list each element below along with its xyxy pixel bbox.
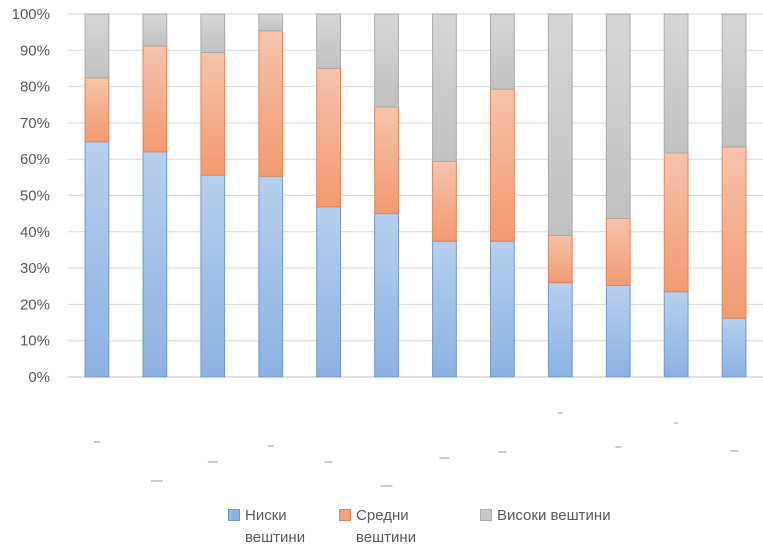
- legend-swatch-low-skills: [228, 509, 240, 521]
- bar-segment-2-7: [432, 160, 457, 242]
- y-tick-label: 60%: [20, 151, 50, 168]
- y-tick-label: 10%: [20, 333, 50, 350]
- legend: Ниски вештини Средни вештини Високи вешт…: [228, 505, 648, 549]
- legend-swatch-high-skills: [480, 509, 492, 521]
- bar-segment-3-11: [663, 13, 689, 154]
- x-tick-marks: [93, 412, 739, 487]
- bar-segment-1-6: [374, 213, 399, 378]
- y-axis: 0% 10% 20% 30% 40% 50% 60% 70% 80% 90% 100%: [12, 6, 50, 386]
- legend-item-mid-skills: Средни вештини: [339, 505, 428, 549]
- bar-segment-2-12: [721, 146, 747, 319]
- bar-segment-3-5: [316, 13, 341, 69]
- bar-segment-2-11: [663, 152, 689, 293]
- gridlines: [68, 13, 763, 378]
- y-tick-label: 50%: [20, 188, 50, 205]
- y-tick-label: 80%: [20, 79, 50, 96]
- bar-segment-1-5: [316, 206, 341, 378]
- bar-segment-1-3: [200, 174, 226, 378]
- bar-segment-1-7: [432, 240, 457, 378]
- bar-segment-3-10: [605, 13, 631, 219]
- y-tick-label: 90%: [20, 42, 50, 59]
- bar-segment-3-4: [258, 13, 284, 32]
- bar-segment-3-7: [432, 13, 457, 162]
- bar-segment-1-10: [605, 285, 631, 378]
- bar-segment-2-4: [258, 30, 284, 177]
- y-tick-label: 0%: [28, 369, 50, 386]
- bar-segment-2-2: [142, 45, 168, 153]
- bar-segment-3-1: [84, 13, 110, 79]
- bar-segment-1-11: [663, 291, 689, 378]
- bar-segment-2-9: [547, 234, 573, 284]
- y-tick-label: 70%: [20, 115, 50, 132]
- bars: [84, 13, 747, 378]
- bar-segment-2-3: [200, 51, 226, 176]
- legend-label-mid-skills: Средни вештини: [356, 507, 417, 546]
- bar-segment-1-12: [721, 317, 747, 378]
- bar-segment-2-1: [84, 77, 110, 143]
- bar-segment-2-8: [490, 88, 515, 242]
- bar-segment-3-12: [721, 13, 747, 148]
- legend-label-low-skills: Ниски вештини: [245, 507, 306, 546]
- bar-segment-3-2: [142, 13, 168, 47]
- bar-segment-2-10: [605, 217, 631, 287]
- bar-segment-3-6: [374, 13, 399, 108]
- bar-segment-1-2: [142, 151, 168, 378]
- bar-segment-1-8: [490, 240, 515, 378]
- legend-swatch-mid-skills: [339, 509, 351, 521]
- y-tick-label: 20%: [20, 296, 50, 313]
- bar-segment-3-9: [547, 13, 573, 236]
- y-tick-label: 40%: [20, 224, 50, 241]
- legend-label-high-skills: Високи вештини: [497, 507, 611, 524]
- bar-segment-2-6: [374, 106, 399, 215]
- bar-segment-1-4: [258, 175, 284, 378]
- bar-segment-1-9: [547, 282, 573, 378]
- bar-segment-3-8: [490, 13, 515, 90]
- bar-segment-1-1: [84, 141, 110, 378]
- y-tick-label: 100%: [12, 6, 50, 23]
- y-tick-label: 30%: [20, 260, 50, 277]
- bar-segment-3-3: [200, 13, 226, 53]
- legend-item-high-skills: Високи вештини: [480, 505, 667, 527]
- legend-item-low-skills: Ниски вештини: [228, 505, 313, 549]
- bar-segment-2-5: [316, 67, 341, 208]
